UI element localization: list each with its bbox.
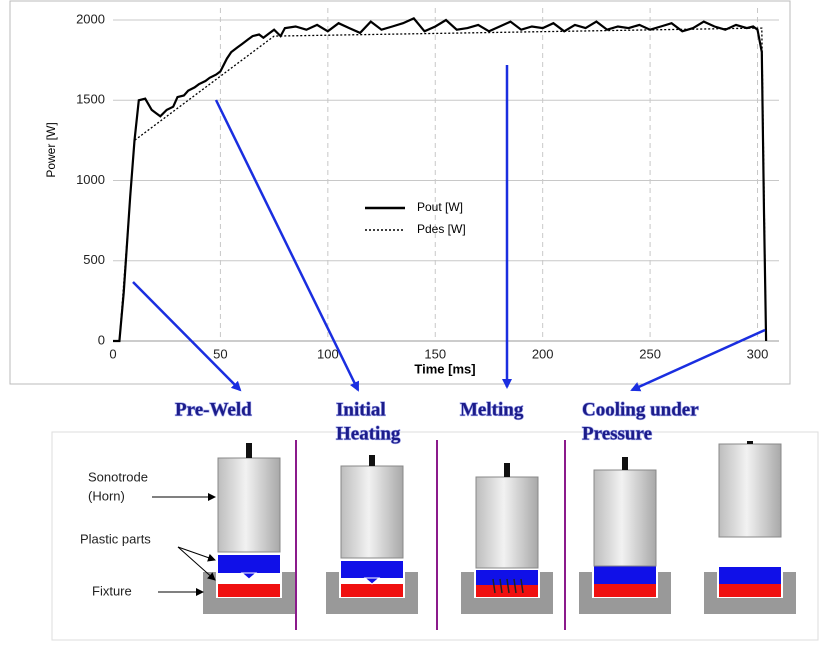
page: {"chart_data": {"type": "line", "xlabel"… xyxy=(0,0,820,642)
x-tick-label: 100 xyxy=(317,346,339,361)
horn xyxy=(476,477,538,568)
y-tick-label: 500 xyxy=(83,252,105,267)
lower-part xyxy=(476,584,538,597)
diagram-frame xyxy=(52,432,818,640)
y-axis-label: Power [W] xyxy=(44,122,58,177)
x-axis-label: Time [ms] xyxy=(414,361,475,376)
y-tick-label: 1500 xyxy=(76,92,105,107)
horn-knob xyxy=(622,457,628,470)
upper-part xyxy=(218,555,280,573)
stage-label: Initial xyxy=(336,399,386,420)
horn-knob xyxy=(369,455,375,466)
legend-label: Pout [W] xyxy=(417,200,463,214)
stage-label: Pre-Weld xyxy=(175,399,252,420)
lower-part xyxy=(719,584,781,597)
horn xyxy=(341,466,403,558)
stage-label: Pressure xyxy=(582,423,652,444)
lower-part xyxy=(594,584,656,597)
y-tick-label: 2000 xyxy=(76,11,105,26)
upper-part xyxy=(594,566,656,584)
horn xyxy=(719,444,781,537)
x-tick-label: 300 xyxy=(747,346,769,361)
legend-label: Pdes [W] xyxy=(417,222,466,236)
chart-frame xyxy=(10,1,790,384)
part-label: Fixture xyxy=(92,583,132,598)
part-label: Plastic parts xyxy=(80,531,151,546)
lower-part xyxy=(341,584,403,597)
part-label: Sonotrode xyxy=(88,469,148,484)
y-tick-label: 1000 xyxy=(76,172,105,187)
y-tick-label: 0 xyxy=(98,332,105,347)
x-tick-label: 250 xyxy=(639,346,661,361)
upper-part xyxy=(719,567,781,584)
figure: 0 500 1000 1500 2000 0 50 100 150 200 250 300 Time [… xyxy=(0,0,820,642)
horn-knob xyxy=(246,443,252,458)
x-tick-label: 150 xyxy=(424,346,446,361)
horn xyxy=(218,458,280,552)
part-label: (Horn) xyxy=(88,488,125,503)
x-tick-label: 0 xyxy=(109,346,116,361)
x-tick-label: 200 xyxy=(532,346,554,361)
stage-label: Heating xyxy=(336,423,401,444)
stage-label: Melting xyxy=(460,399,524,420)
horn-knob xyxy=(747,441,753,444)
x-tick-label: 50 xyxy=(213,346,227,361)
horn-knob xyxy=(504,463,510,477)
lower-part xyxy=(218,584,280,597)
stage-label: Cooling under xyxy=(582,399,699,420)
horn xyxy=(594,470,656,566)
upper-part xyxy=(341,561,403,578)
